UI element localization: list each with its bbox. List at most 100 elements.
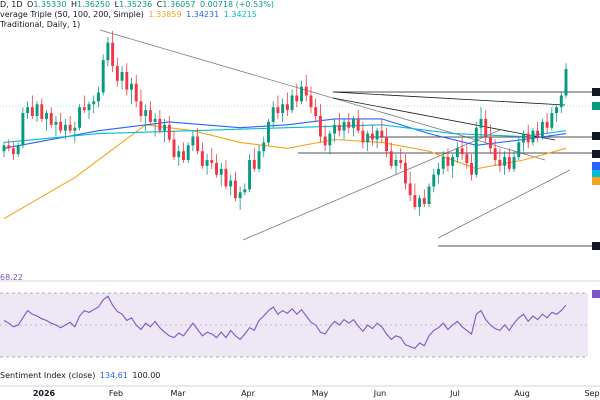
candle[interactable] xyxy=(465,145,469,169)
candle[interactable] xyxy=(432,168,436,193)
trendline-drawings[interactable] xyxy=(0,29,600,247)
candle[interactable] xyxy=(243,183,247,196)
candle[interactable] xyxy=(361,121,365,149)
candle[interactable] xyxy=(224,160,228,190)
candle[interactable] xyxy=(73,121,77,143)
candle[interactable] xyxy=(290,89,294,114)
candle[interactable] xyxy=(418,195,422,216)
candle[interactable] xyxy=(186,142,190,163)
candle[interactable] xyxy=(503,151,507,175)
candle[interactable] xyxy=(26,101,30,119)
candle[interactable] xyxy=(134,74,138,108)
candle[interactable] xyxy=(35,101,39,122)
candle[interactable] xyxy=(318,104,322,143)
candle[interactable] xyxy=(356,110,360,134)
candle[interactable] xyxy=(196,127,200,155)
candle[interactable] xyxy=(229,174,233,196)
candle[interactable] xyxy=(92,95,96,114)
candle[interactable] xyxy=(408,171,412,202)
time-axis[interactable]: 2026 Feb Mar Apr May Jun Jul Aug Sep xyxy=(33,389,600,398)
candle[interactable] xyxy=(205,154,209,175)
candle[interactable] xyxy=(215,154,218,178)
candle[interactable] xyxy=(517,136,521,160)
candle[interactable] xyxy=(545,113,549,134)
candle[interactable] xyxy=(68,116,72,134)
candle[interactable] xyxy=(564,63,568,99)
candle[interactable] xyxy=(163,118,167,143)
candle[interactable] xyxy=(11,142,15,160)
candle[interactable] xyxy=(304,74,308,102)
candle[interactable] xyxy=(153,113,157,137)
candle[interactable] xyxy=(559,92,563,114)
candle[interactable] xyxy=(271,101,275,128)
candle[interactable] xyxy=(144,104,148,131)
candle[interactable] xyxy=(403,154,407,190)
candle[interactable] xyxy=(446,148,450,172)
candle[interactable] xyxy=(248,154,252,193)
candle[interactable] xyxy=(314,98,318,122)
candle[interactable] xyxy=(399,148,403,169)
candle[interactable] xyxy=(181,142,185,163)
candle[interactable] xyxy=(437,162,440,184)
candle[interactable] xyxy=(148,101,152,125)
candle[interactable] xyxy=(40,98,44,122)
candle[interactable] xyxy=(507,148,511,172)
candle[interactable] xyxy=(536,121,540,143)
candle[interactable] xyxy=(512,151,516,172)
candle[interactable] xyxy=(455,142,459,163)
candle[interactable] xyxy=(309,86,313,114)
candle[interactable] xyxy=(394,154,398,175)
candle[interactable] xyxy=(59,113,63,134)
candle[interactable] xyxy=(276,95,280,119)
candle[interactable] xyxy=(385,127,389,158)
candle[interactable] xyxy=(30,95,34,119)
candle[interactable] xyxy=(96,86,100,108)
candle[interactable] xyxy=(427,183,431,207)
candle[interactable] xyxy=(267,118,270,146)
candle[interactable] xyxy=(219,162,223,187)
candle[interactable] xyxy=(177,145,181,166)
candle[interactable] xyxy=(285,92,289,116)
candle[interactable] xyxy=(252,148,256,172)
candle[interactable] xyxy=(82,95,86,114)
candle[interactable] xyxy=(2,142,6,158)
candle[interactable] xyxy=(45,110,48,131)
candle[interactable] xyxy=(158,110,162,134)
candle[interactable] xyxy=(115,57,119,87)
candle[interactable] xyxy=(531,127,535,146)
candle[interactable] xyxy=(21,107,25,149)
candle[interactable] xyxy=(484,110,488,143)
candle[interactable] xyxy=(262,136,266,158)
candle[interactable] xyxy=(375,127,379,149)
candle[interactable] xyxy=(101,54,105,96)
candle[interactable] xyxy=(474,121,478,178)
candle[interactable] xyxy=(441,151,445,175)
candle[interactable] xyxy=(460,136,464,160)
candle[interactable] xyxy=(49,107,53,128)
candle[interactable] xyxy=(130,77,133,105)
candle[interactable] xyxy=(257,145,261,172)
candle[interactable] xyxy=(479,107,483,137)
candle[interactable] xyxy=(470,154,474,181)
candle[interactable] xyxy=(125,63,129,96)
candle[interactable] xyxy=(167,116,171,143)
candle[interactable] xyxy=(389,142,393,169)
candle[interactable] xyxy=(300,80,303,105)
candle[interactable] xyxy=(238,186,242,210)
candle[interactable] xyxy=(333,118,337,143)
candle[interactable] xyxy=(200,142,204,169)
candle[interactable] xyxy=(451,154,455,178)
candle[interactable] xyxy=(540,118,544,140)
candle[interactable] xyxy=(281,98,285,122)
candle[interactable] xyxy=(422,189,426,207)
candle[interactable] xyxy=(139,89,143,122)
candle[interactable] xyxy=(352,116,355,137)
candle[interactable] xyxy=(233,171,237,202)
candle[interactable] xyxy=(413,183,417,210)
candle[interactable] xyxy=(78,104,82,131)
candle[interactable] xyxy=(323,124,327,152)
candle[interactable] xyxy=(370,124,374,146)
candle[interactable] xyxy=(347,113,351,134)
candle[interactable] xyxy=(63,118,67,140)
